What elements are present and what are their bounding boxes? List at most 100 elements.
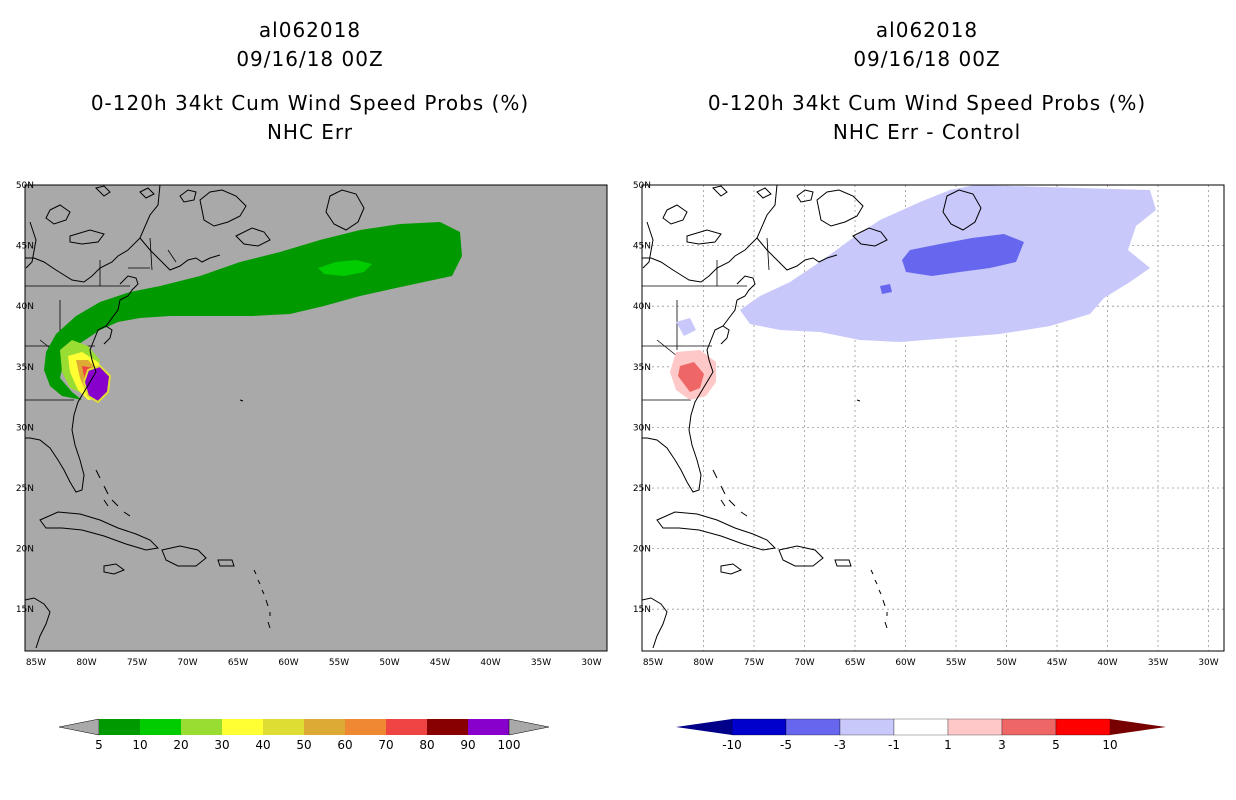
right-lon-label: 60W [895,658,915,668]
left-subtitle: NHC Err [266,120,354,144]
left-colorbar-label: 80 [419,738,434,752]
right-storm-id: al062018 [875,18,979,42]
left-colorbar-label: 60 [337,738,352,752]
left-lat-label: 50N [16,181,34,191]
left-lon-label: 70W [177,658,197,668]
right-colorbar-swatch [839,718,895,736]
right-product-title: 0-120h 34kt Cum Wind Speed Probs (%) [707,91,1147,115]
right-lon-label: 80W [693,658,713,668]
right-diff-minus3-dot1 [880,284,892,294]
left-lon-label: 85W [26,658,46,668]
left-lat-label: 15N [16,605,34,615]
right-lat-label: 50N [633,181,651,191]
right-colorbar-swatch [893,718,949,736]
right-lat-label: 20N [633,545,651,555]
right-lon-label: 75W [744,658,764,668]
left-lon-label: 50W [379,658,399,668]
left-colorbar-swatch [386,719,427,735]
left-colorbar-swatch [222,719,263,735]
left-colorbar-swatch [263,719,304,735]
left-title-block: al062018 09/16/18 00Z 0-120h 34kt Cum Wi… [60,16,560,147]
right-lon-label: 70W [794,658,814,668]
left-lon-label: 30W [581,658,601,668]
left-swath-10 [318,260,372,276]
left-colorbar-swatch [468,719,509,735]
right-colorbar-label: 10 [1102,738,1117,752]
left-lon-label: 45W [430,658,450,668]
left-lat-label: 25N [16,484,34,494]
left-lat-label: 40N [16,302,34,312]
left-storm-id: al062018 [258,18,362,42]
right-map [642,185,1224,651]
left-datetime: 09/16/18 00Z [236,47,384,71]
right-colorbar-label: -3 [834,738,846,752]
right-colorbar-label: 1 [944,738,952,752]
left-colorbar: 5 10 20 30 40 50 60 70 80 90 100 [58,718,550,752]
right-colorbar-swatch [785,718,841,736]
left-lat-label: 35N [16,363,34,373]
left-colorbar-swatch [140,719,181,735]
right-lon-label: 30W [1198,658,1218,668]
left-colorbar-label: 40 [255,738,270,752]
right-lon-label: 65W [845,658,865,668]
right-colorbar-label: -10 [722,738,742,752]
left-colorbar-label: 50 [296,738,311,752]
right-colorbar-label: 3 [998,738,1006,752]
right-diff-minus1-small [676,318,696,336]
left-lat-label: 20N [16,545,34,555]
right-lat-label: 30N [633,423,651,433]
right-lat-label: 45N [633,242,651,252]
right-lon-label: 55W [946,658,966,668]
left-lon-label: 60W [278,658,298,668]
right-subtitle: NHC Err - Control [832,120,1022,144]
left-colorbar-label: 10 [132,738,147,752]
left-colorbar-swatch [304,719,345,735]
left-lon-label: 75W [127,658,147,668]
right-colorbar-swatch [1055,718,1111,736]
left-lat-label: 30N [16,423,34,433]
left-colorbar-label: 20 [173,738,188,752]
left-colorbar-label: 70 [378,738,393,752]
right-lat-label: 25N [633,484,651,494]
right-lat-label: 40N [633,302,651,312]
right-lat-label: 15N [633,605,651,615]
left-map-frame [24,184,608,652]
left-swath-100 [82,364,112,404]
right-colorbar-high-triangle [1110,719,1166,735]
right-colorbar-low-triangle [676,719,732,735]
left-map [25,185,607,651]
left-lat-label: 45N [16,242,34,252]
left-lon-label: 55W [329,658,349,668]
right-lat-label: 35N [633,363,651,373]
right-lon-label: 45W [1047,658,1067,668]
right-lon-label: 50W [996,658,1016,668]
right-colorbar-label: -1 [888,738,900,752]
right-diff-plus3-to-plus5 [678,362,704,392]
right-colorbar-swatch [947,718,1003,736]
left-colorbar-swatch [181,719,222,735]
right-datetime: 09/16/18 00Z [853,47,1001,71]
left-colorbar-label: 5 [95,738,103,752]
left-product-title: 0-120h 34kt Cum Wind Speed Probs (%) [90,91,530,115]
right-map-frame [641,184,1225,652]
left-colorbar-swatch [345,719,386,735]
right-axis-labels: 50N 45N 40N 35N 30N 25N 20N 15N 85W 80W 75W 70W 65W 6… [633,181,1219,668]
left-lon-label: 80W [76,658,96,668]
left-lon-label: 35W [531,658,551,668]
left-lon-label: 65W [228,658,248,668]
right-lon-label: 85W [643,658,663,668]
left-colorbar-low-triangle [58,718,100,736]
left-colorbar-swatch [427,719,468,735]
left-colorbar-swatch [99,719,140,735]
right-colorbar-label: -5 [780,738,792,752]
left-colorbar-label: 100 [498,738,521,752]
left-colorbar-label: 90 [460,738,475,752]
right-colorbar-label: 5 [1052,738,1060,752]
left-colorbar-label: 30 [214,738,229,752]
right-colorbar-swatch [731,718,787,736]
right-lon-label: 40W [1097,658,1117,668]
right-title-block: al062018 09/16/18 00Z 0-120h 34kt Cum Wi… [677,16,1177,147]
left-lon-label: 40W [480,658,500,668]
right-colorbar-swatch [1001,718,1057,736]
